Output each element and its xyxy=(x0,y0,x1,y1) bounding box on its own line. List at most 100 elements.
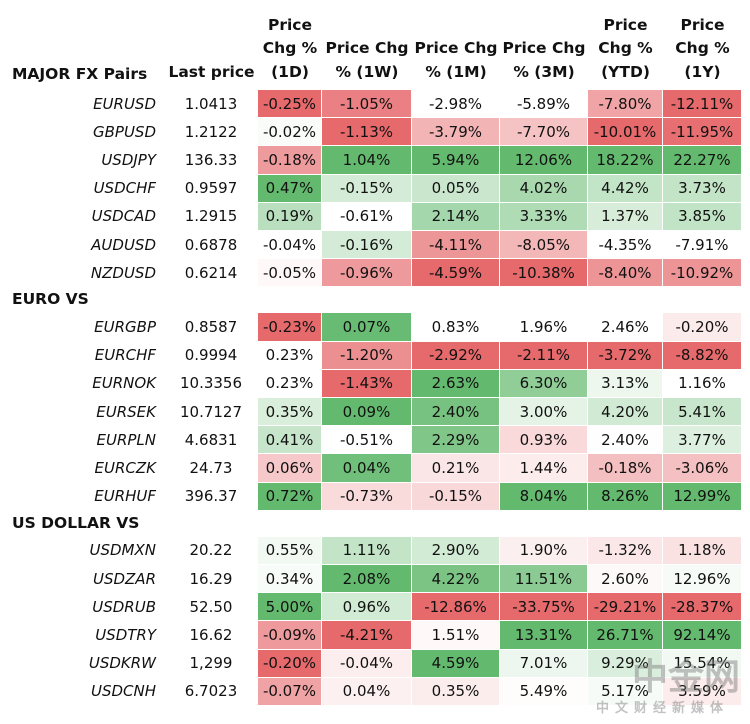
change-cell: 7.01% xyxy=(500,649,588,678)
change-cell: 0.96% xyxy=(322,593,412,622)
header-line: Price xyxy=(267,15,313,34)
change-cell: 5.00% xyxy=(258,593,322,622)
change-cell: 0.93% xyxy=(500,426,588,455)
last-price: 0.6878 xyxy=(165,231,258,260)
change-cell: 5.94% xyxy=(412,146,500,175)
change-cell: -28.37% xyxy=(663,593,742,622)
pair-name: EURHUF xyxy=(0,482,165,511)
last-price: 16.62 xyxy=(165,621,258,650)
section-title: MAJOR FX Pairs xyxy=(12,65,148,83)
header-line: Chg % xyxy=(675,39,730,57)
change-cell: 22.27% xyxy=(663,146,742,175)
change-cell: 2.46% xyxy=(588,313,663,342)
change-cell: 0.07% xyxy=(322,313,412,342)
change-cell: -0.51% xyxy=(322,426,412,455)
change-cell: -1.20% xyxy=(322,341,412,370)
change-cell: 0.05% xyxy=(412,174,500,203)
change-cell: -2.92% xyxy=(412,341,500,370)
change-cell: 1.51% xyxy=(412,621,500,650)
column-header: Price Chg % (1Y) xyxy=(663,0,742,84)
last-price: 20.22 xyxy=(165,536,258,565)
last-price: 1.2122 xyxy=(165,118,258,147)
header-line: % (3M) xyxy=(513,62,575,81)
change-cell: 0.35% xyxy=(412,677,500,706)
last-price: 16.29 xyxy=(165,565,258,594)
change-cell: -3.72% xyxy=(588,341,663,370)
header-line: Price Chg xyxy=(414,39,498,57)
change-cell: -12.11% xyxy=(663,90,742,119)
last-price: 0.9994 xyxy=(165,341,258,370)
change-cell: -11.95% xyxy=(663,118,742,147)
change-cell: -0.25% xyxy=(258,90,322,119)
last-price: 0.6214 xyxy=(165,259,258,288)
change-cell: 1.37% xyxy=(588,202,663,231)
change-cell: 0.41% xyxy=(258,426,322,455)
header-line: % (1M) xyxy=(425,62,487,81)
change-cell: 0.21% xyxy=(412,454,500,483)
change-cell: 0.23% xyxy=(258,341,322,370)
column-header: Price Chg % (1W) xyxy=(322,0,412,84)
column-header: Price Chg % (1M) xyxy=(412,0,500,84)
change-cell: -7.91% xyxy=(663,231,742,260)
change-cell: 0.47% xyxy=(258,174,322,203)
last-price: 1,299 xyxy=(165,649,258,678)
pair-name: NZDUSD xyxy=(0,259,165,288)
header-line: Chg % xyxy=(262,39,318,57)
pair-name: AUDUSD xyxy=(0,231,165,260)
change-cell: 1.04% xyxy=(322,146,412,175)
header-line: Price Chg xyxy=(325,39,409,57)
change-cell: 0.72% xyxy=(258,482,322,511)
pair-name: EURGBP xyxy=(0,313,165,342)
change-cell: 26.71% xyxy=(588,621,663,650)
change-cell: -0.73% xyxy=(322,482,412,511)
change-cell: 3.33% xyxy=(500,202,588,231)
change-cell: 5.17% xyxy=(588,677,663,706)
change-cell: -0.61% xyxy=(322,202,412,231)
change-cell: 4.20% xyxy=(588,398,663,427)
change-cell: 3.77% xyxy=(663,426,742,455)
change-cell: -2.98% xyxy=(412,90,500,119)
change-cell: -10.01% xyxy=(588,118,663,147)
change-cell: 0.83% xyxy=(412,313,500,342)
pair-name: EURNOK xyxy=(0,369,165,398)
pair-name: USDZAR xyxy=(0,565,165,594)
change-cell: -0.15% xyxy=(412,482,500,511)
change-cell: -0.05% xyxy=(258,259,322,288)
change-cell: 0.35% xyxy=(258,398,322,427)
change-cell: 12.99% xyxy=(663,482,742,511)
change-cell: -3.06% xyxy=(663,454,742,483)
last-price: 0.9597 xyxy=(165,174,258,203)
change-cell: 1.96% xyxy=(500,313,588,342)
change-cell: 18.22% xyxy=(588,146,663,175)
change-cell: -0.09% xyxy=(258,621,322,650)
change-cell: -3.79% xyxy=(412,118,500,147)
change-cell: 3.00% xyxy=(500,398,588,427)
change-cell: 0.09% xyxy=(322,398,412,427)
change-cell: 2.63% xyxy=(412,369,500,398)
section-title: US DOLLAR VS xyxy=(12,513,140,532)
change-cell: 2.08% xyxy=(322,565,412,594)
column-header: Price Chg % (1D) xyxy=(258,0,322,84)
change-cell: -4.11% xyxy=(412,231,500,260)
header-line: Last price xyxy=(168,62,255,81)
change-cell: 5.49% xyxy=(500,677,588,706)
pair-name: EURCHF xyxy=(0,341,165,370)
change-cell: 2.29% xyxy=(412,426,500,455)
last-price: 396.37 xyxy=(165,482,258,511)
change-cell: -0.16% xyxy=(322,231,412,260)
last-price: 136.33 xyxy=(165,146,258,175)
change-cell: -0.02% xyxy=(258,118,322,147)
change-cell: -0.04% xyxy=(322,649,412,678)
change-cell: -0.15% xyxy=(322,174,412,203)
change-cell: 0.19% xyxy=(258,202,322,231)
header-line: Chg % xyxy=(598,39,653,57)
column-header: Last price xyxy=(165,0,258,84)
change-cell: -0.23% xyxy=(258,313,322,342)
change-cell: 92.14% xyxy=(663,621,742,650)
last-price: 10.7127 xyxy=(165,398,258,427)
change-cell: 2.90% xyxy=(412,536,500,565)
change-cell: 11.51% xyxy=(500,565,588,594)
last-price: 24.73 xyxy=(165,454,258,483)
header-line: Price Chg xyxy=(502,39,586,57)
